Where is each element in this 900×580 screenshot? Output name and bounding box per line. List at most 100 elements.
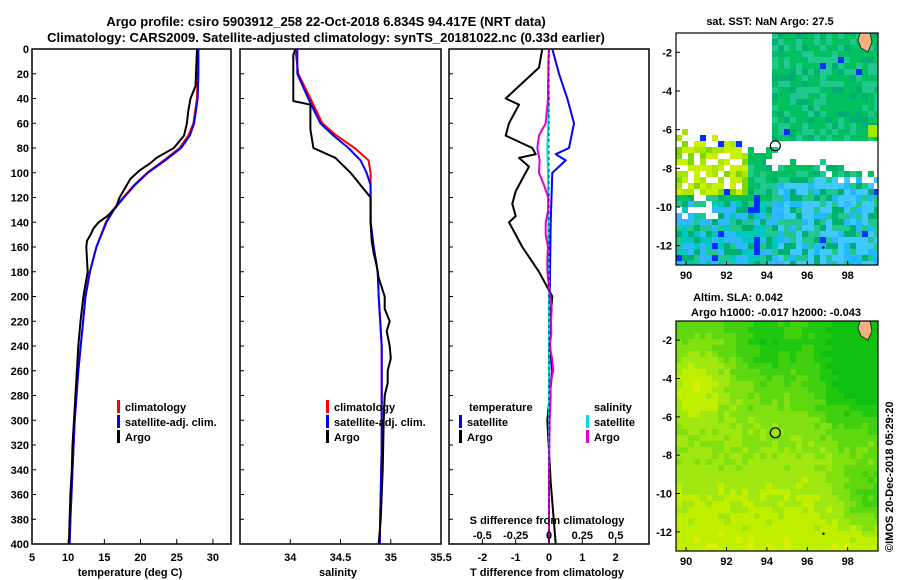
sst-cell: [826, 129, 832, 135]
sst-cell: [772, 51, 778, 57]
sla-cell: [838, 345, 844, 351]
sla-cell: [808, 465, 814, 471]
sst-cell: [808, 57, 814, 63]
sst-cell: [748, 249, 754, 255]
sst-cell: [868, 207, 874, 213]
sst-cell: [868, 57, 874, 63]
sla-cell: [712, 393, 718, 399]
sla-cell: [832, 321, 838, 327]
sla-cell: [874, 489, 878, 495]
sst-cell: [796, 189, 802, 195]
sla-cell: [688, 483, 694, 489]
sst-cell: [742, 195, 748, 201]
sla-cell: [736, 387, 742, 393]
sla-cell: [682, 489, 688, 495]
sla-cell: [724, 339, 730, 345]
sst-cell: [832, 123, 838, 129]
sla-cell: [724, 393, 730, 399]
sla-cell: [832, 495, 838, 501]
sla-cell: [766, 381, 772, 387]
sla-cell: [694, 381, 700, 387]
sla-cell: [694, 507, 700, 513]
sst-cell: [814, 219, 820, 225]
sst-cell: [790, 69, 796, 75]
sla-cell: [838, 327, 844, 333]
sst-cell: [748, 195, 754, 201]
sla-cell: [676, 339, 682, 345]
sst-cell: [742, 189, 748, 195]
sla-cell: [760, 537, 766, 543]
sst-cell: [874, 249, 878, 255]
sst-cell: [724, 207, 730, 213]
sla-cell: [826, 339, 832, 345]
sla-cell: [832, 381, 838, 387]
sla-cell: [742, 387, 748, 393]
sst-cell: [790, 207, 796, 213]
sst-cell: [742, 231, 748, 237]
sst-cell: [832, 201, 838, 207]
sst-cell: [832, 33, 838, 39]
sst-cell: [838, 189, 844, 195]
sst-cell: [784, 51, 790, 57]
sst-cell: [748, 231, 754, 237]
sla-cell: [790, 525, 796, 531]
sst-cell: [772, 105, 778, 111]
sst-cell: [850, 243, 856, 249]
sla-cell: [868, 459, 874, 465]
sla-cell: [760, 339, 766, 345]
sst-cell: [838, 243, 844, 249]
sla-cell: [712, 507, 718, 513]
sla-cell: [784, 351, 790, 357]
sla-cell: [712, 489, 718, 495]
sla-cell: [706, 447, 712, 453]
sla-cell: [676, 495, 682, 501]
sla-cell: [736, 327, 742, 333]
sla-cell: [700, 339, 706, 345]
sst-cell: [718, 141, 724, 147]
legend-label-argo: Argo: [334, 432, 360, 444]
sst-cell: [730, 171, 736, 177]
sst-cell: [742, 249, 748, 255]
sst-cell: [844, 99, 850, 105]
sla-cell: [808, 423, 814, 429]
sst-cell: [772, 33, 778, 39]
sla-cell: [742, 447, 748, 453]
sla-cell: [778, 435, 784, 441]
sla-cell: [814, 411, 820, 417]
sla-cell: [856, 447, 862, 453]
sst-cell: [688, 243, 694, 249]
temperature-axes: [31, 48, 232, 545]
sla-cell: [700, 375, 706, 381]
sla-cell: [832, 483, 838, 489]
sla-cell: [778, 525, 784, 531]
sla-cell: [700, 387, 706, 393]
sla-cell: [820, 441, 826, 447]
sla-cell: [736, 525, 742, 531]
sla-cell: [784, 375, 790, 381]
sst-cell: [808, 183, 814, 189]
sst-cell: [796, 165, 802, 171]
sla-cell: [772, 327, 778, 333]
sla-cell: [850, 405, 856, 411]
sst-cell: [706, 183, 712, 189]
sst-cell: [826, 231, 832, 237]
sla-cell: [754, 525, 760, 531]
sst-cell: [754, 231, 760, 237]
sla-cell: [832, 429, 838, 435]
sst-cell: [778, 129, 784, 135]
sla-cell: [826, 411, 832, 417]
sla-cell: [700, 453, 706, 459]
sst-map-ticks: 90 92 94 96 98-2-4-6-8-10-12: [656, 47, 854, 282]
sst-cell: [874, 219, 878, 225]
sla-cell: [766, 423, 772, 429]
sst-cell: [760, 189, 766, 195]
sst-cell: [856, 111, 862, 117]
sla-cell: [742, 327, 748, 333]
sla-cell: [742, 507, 748, 513]
sst-cell: [820, 75, 826, 81]
sla-cell: [706, 531, 712, 537]
sst-cell: [802, 117, 808, 123]
sla-cell: [844, 423, 850, 429]
sst-cell: [772, 75, 778, 81]
series-line-climatology: [68, 49, 199, 544]
